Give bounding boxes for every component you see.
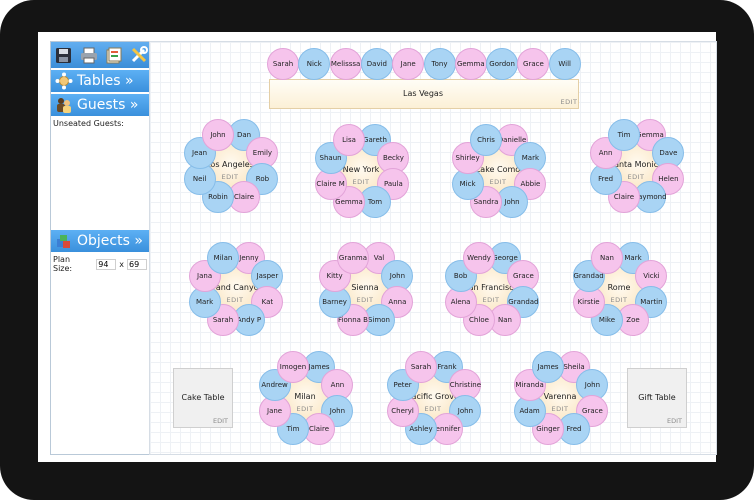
toolbar — [51, 42, 149, 68]
seat[interactable]: Nan — [590, 241, 623, 274]
plan-height-input[interactable] — [127, 258, 147, 270]
seat[interactable]: Anna — [381, 286, 414, 318]
object-box[interactable]: Gift Table EDIT — [627, 368, 687, 428]
table-name: Lake Como — [475, 165, 521, 174]
seat[interactable]: Granma — [336, 241, 369, 274]
seat-banquet[interactable]: Grace — [517, 48, 550, 80]
seat[interactable]: Kitty — [318, 259, 351, 292]
seat-banquet[interactable]: Gemma — [454, 48, 487, 80]
guests-icon — [51, 96, 77, 114]
seat[interactable]: Shaun — [314, 141, 347, 174]
table-edit[interactable]: EDIT — [627, 173, 645, 181]
tables-panel-header[interactable]: Tables » — [51, 70, 149, 92]
seat[interactable]: Grace — [576, 395, 609, 427]
seat-banquet[interactable]: Jane — [392, 48, 425, 80]
seat[interactable]: Lisa — [332, 123, 365, 156]
plan-size-times: x — [119, 259, 124, 269]
seat-banquet[interactable]: Will — [548, 48, 581, 80]
guests-panel-label: Guests » — [77, 97, 139, 113]
seat[interactable]: Grace — [507, 259, 540, 292]
print-icon[interactable] — [78, 45, 99, 66]
seat[interactable]: Tim — [276, 413, 309, 446]
table-name: New York — [342, 165, 380, 174]
seat[interactable]: Emily — [246, 136, 279, 169]
seat[interactable]: Claire — [607, 181, 640, 214]
table-name: Varenna — [543, 392, 577, 401]
sidebar: Tables » Guests » Unseated Guests: Objec… — [50, 41, 150, 455]
object-edit[interactable]: EDIT — [667, 417, 682, 425]
seat[interactable]: Sarah — [206, 304, 239, 337]
app-screen: Tables » Guests » Unseated Guests: Objec… — [38, 32, 717, 462]
seat-banquet[interactable]: David — [360, 48, 393, 80]
seat-banquet[interactable]: Gordon — [486, 48, 519, 80]
table-edit[interactable]: EDIT — [296, 405, 314, 413]
seat-banquet[interactable]: Tony — [423, 48, 456, 80]
settings-icon[interactable] — [128, 45, 149, 66]
objects-icon — [51, 232, 77, 250]
table-icon — [51, 72, 77, 90]
seat[interactable]: Vicki — [635, 259, 668, 292]
seat[interactable]: Claire — [303, 413, 335, 446]
table-name: Rome — [607, 283, 631, 292]
banquet-table-edit[interactable]: EDIT — [560, 98, 578, 106]
seat[interactable]: Robin — [201, 181, 234, 214]
seat[interactable]: Wendy — [462, 241, 495, 274]
table-name: Sienna — [351, 283, 379, 292]
seat-banquet[interactable]: Sarah — [267, 48, 299, 80]
seat[interactable]: John — [201, 118, 234, 151]
plan-width-input[interactable] — [96, 258, 117, 270]
table-name: Grand Canyon — [206, 283, 264, 292]
object-box[interactable]: Cake Table EDIT — [173, 368, 233, 428]
table-edit[interactable]: EDIT — [610, 296, 628, 304]
save-icon[interactable] — [53, 45, 74, 66]
table-name: Santa Monica — [608, 160, 664, 169]
table-name: Pacific Grove — [407, 392, 459, 401]
table-edit[interactable]: EDIT — [482, 296, 500, 304]
table-name: Milan — [294, 392, 316, 401]
unseated-guests-label: Unseated Guests: — [53, 119, 124, 128]
table-edit[interactable]: EDIT — [356, 296, 374, 304]
table-edit[interactable]: EDIT — [226, 296, 244, 304]
object-edit[interactable]: EDIT — [213, 417, 228, 425]
seat[interactable]: Val — [363, 241, 395, 274]
banquet-table[interactable] — [269, 79, 579, 109]
unseated-guests-list: Unseated Guests: — [51, 116, 149, 228]
table-name: San Francisco — [463, 283, 519, 292]
seat[interactable]: Imogen — [276, 350, 309, 383]
seat[interactable]: Tim — [607, 118, 640, 151]
plan-size-row: Plan Size: x — [51, 252, 149, 276]
seat[interactable]: Sarah — [404, 350, 437, 383]
seat[interactable]: John — [576, 368, 609, 401]
seat[interactable]: Grandad — [507, 286, 540, 318]
table-edit[interactable]: EDIT — [221, 173, 239, 181]
table-name: Los Angeles — [206, 160, 254, 169]
table-edit[interactable]: EDIT — [424, 405, 442, 413]
banquet-table-name: Las Vegas — [403, 89, 443, 98]
seat-banquet[interactable]: Nick — [298, 48, 331, 80]
table-edit[interactable]: EDIT — [551, 405, 569, 413]
seat[interactable]: Ann — [321, 368, 354, 401]
objects-panel-label: Objects » — [77, 233, 143, 249]
table-edit[interactable]: EDIT — [352, 178, 370, 186]
seat[interactable]: Chris — [469, 123, 502, 156]
object-name: Cake Table — [181, 393, 225, 402]
plan-size-label: Plan Size: — [53, 255, 73, 273]
seat-banquet[interactable]: Melisssa — [329, 48, 362, 80]
tables-panel-label: Tables » — [77, 73, 134, 89]
guests-panel-header[interactable]: Guests » — [51, 94, 149, 116]
seat[interactable]: Simon — [363, 304, 395, 337]
seating-plan-canvas[interactable]: Las Vegas EDIT Sarah Nick Melisssa David Jane T… — [149, 41, 717, 455]
objects-panel-header[interactable]: Objects » — [51, 230, 149, 252]
object-name: Gift Table — [638, 393, 676, 402]
seat[interactable]: James — [531, 350, 564, 383]
seat[interactable]: Milan — [206, 241, 239, 274]
table-edit[interactable]: EDIT — [489, 178, 507, 186]
export-icon[interactable] — [103, 45, 124, 66]
